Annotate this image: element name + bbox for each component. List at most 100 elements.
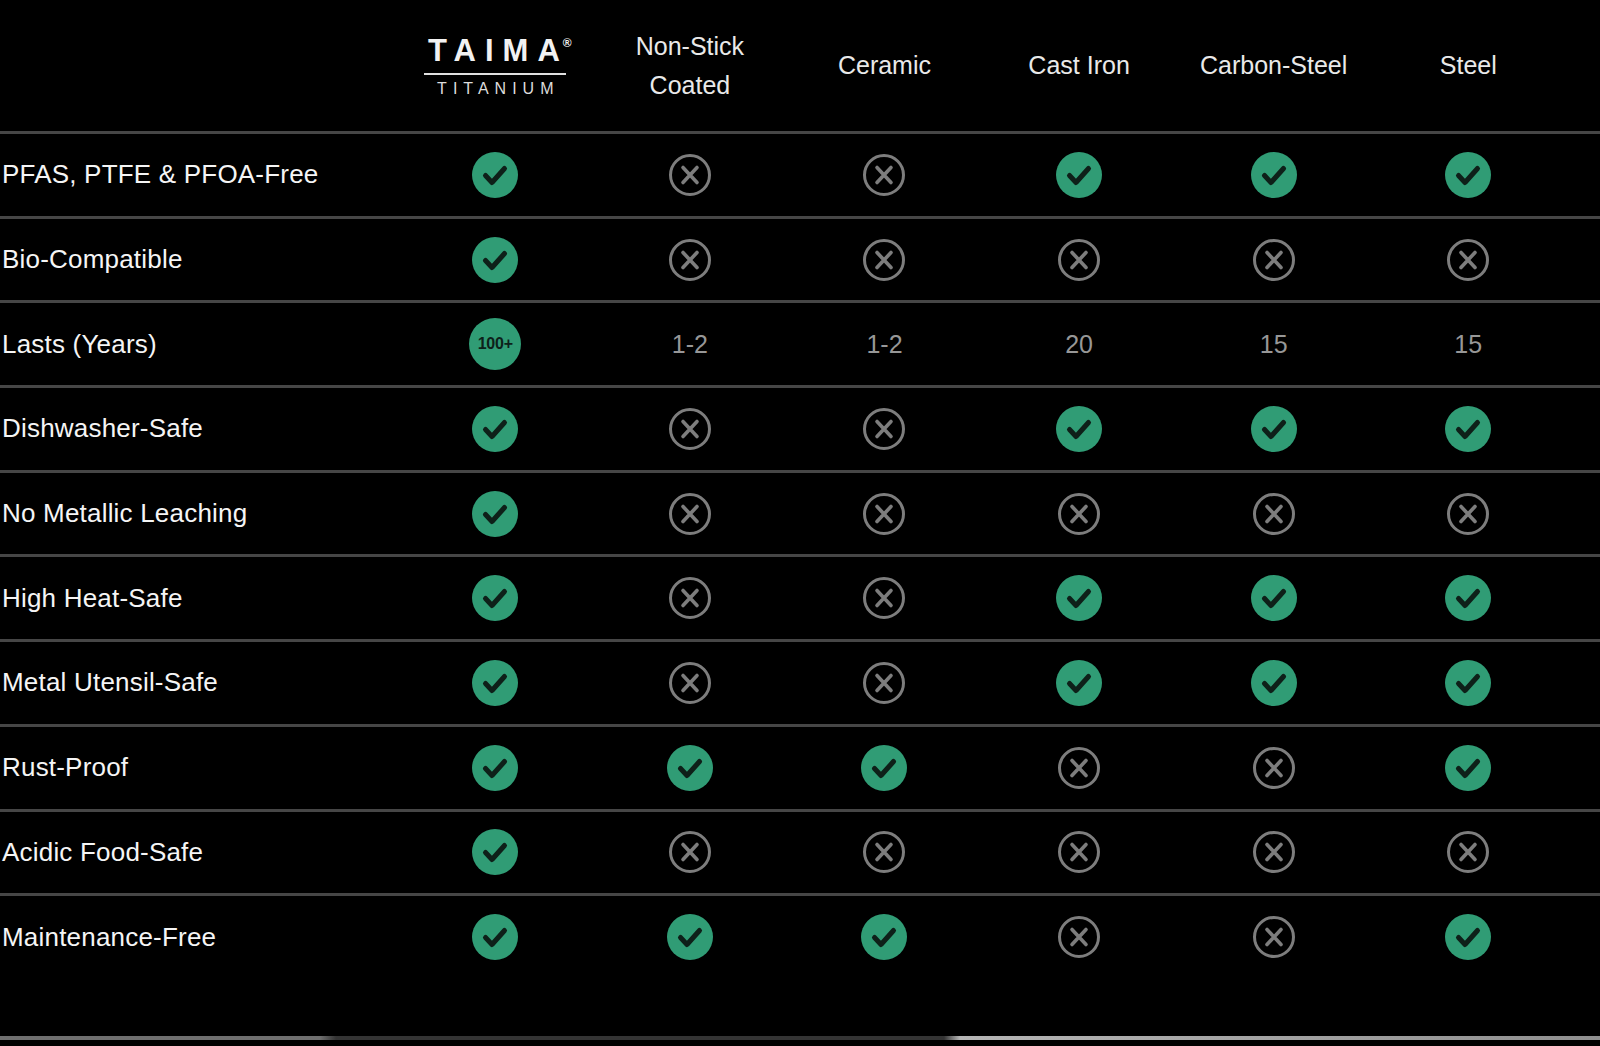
column-header: Non-Stick Coated [607, 27, 772, 105]
check-cell [1176, 575, 1371, 621]
check-cell [398, 406, 593, 452]
cross-cell [1176, 492, 1371, 536]
brand-subtitle: TITANIUM [437, 80, 559, 98]
lifespan-cell: 20 [982, 330, 1177, 359]
lifespan-value: 1-2 [866, 330, 902, 359]
check-cell [1371, 660, 1566, 706]
lifespan-value: 15 [1454, 330, 1482, 359]
cross-icon [862, 830, 906, 874]
check-icon [1445, 406, 1491, 452]
lifespan-value: 20 [1065, 330, 1093, 359]
cross-cell [1371, 492, 1566, 536]
check-cell [398, 745, 593, 791]
cross-cell [593, 830, 788, 874]
lifespan-cell: 15 [1176, 330, 1371, 359]
check-cell [787, 745, 982, 791]
cross-cell [787, 153, 982, 197]
check-icon [472, 406, 518, 452]
cross-icon [1057, 915, 1101, 959]
table-row: PFAS, PTFE & PFOA-Free [0, 131, 1600, 216]
cross-cell [593, 576, 788, 620]
bottom-spacer [0, 978, 1600, 1036]
cross-icon [1252, 915, 1296, 959]
row-label: No Metallic Leaching [0, 498, 398, 529]
cross-icon [1057, 746, 1101, 790]
check-cell [1176, 406, 1371, 452]
check-icon [667, 745, 713, 791]
lifespan-cell: 15 [1371, 330, 1566, 359]
cross-cell [1176, 238, 1371, 282]
row-label: Acidic Food-Safe [0, 837, 398, 868]
row-label: Rust-Proof [0, 752, 398, 783]
lifespan-cell: 100+ [398, 318, 593, 370]
brand-header-cell: TAIMA® TITANIUM [398, 33, 593, 98]
check-icon [472, 829, 518, 875]
column-header: Cast Iron [1028, 46, 1129, 85]
check-cell [398, 914, 593, 960]
cross-cell [787, 407, 982, 451]
row-label: Metal Utensil-Safe [0, 667, 398, 698]
check-icon [1056, 575, 1102, 621]
check-cell [398, 491, 593, 537]
comparison-table: TAIMA® TITANIUM Non-Stick Coated Ceramic C… [0, 0, 1600, 1040]
cross-icon [668, 153, 712, 197]
cross-icon [1252, 492, 1296, 536]
cross-icon [862, 407, 906, 451]
cross-icon [1057, 492, 1101, 536]
registered-trademark-symbol: ® [563, 36, 572, 50]
cross-cell [593, 153, 788, 197]
cross-cell [1371, 238, 1566, 282]
check-cell [398, 829, 593, 875]
cross-cell [593, 407, 788, 451]
column-header: Ceramic [838, 46, 931, 85]
table-row: Bio-Compatible [0, 216, 1600, 301]
cross-icon [862, 661, 906, 705]
table-row: Metal Utensil-Safe [0, 639, 1600, 724]
row-label: Bio-Compatible [0, 244, 398, 275]
cross-cell [982, 746, 1177, 790]
cross-cell [982, 492, 1177, 536]
table-row: Lasts (Years)100+1-21-2201515 [0, 300, 1600, 385]
check-icon [472, 914, 518, 960]
check-cell [593, 914, 788, 960]
check-cell [1371, 914, 1566, 960]
check-icon [1445, 660, 1491, 706]
check-icon [1445, 152, 1491, 198]
cross-icon [668, 576, 712, 620]
check-cell [982, 406, 1177, 452]
table-row: Acidic Food-Safe [0, 809, 1600, 894]
table-row: High Heat-Safe [0, 554, 1600, 639]
cross-cell [982, 830, 1177, 874]
check-cell [982, 152, 1177, 198]
lifespan-badge: 100+ [469, 318, 521, 370]
check-cell [982, 575, 1177, 621]
taima-logo: TAIMA® TITANIUM [424, 33, 566, 98]
check-icon [1056, 660, 1102, 706]
check-cell [398, 660, 593, 706]
row-label: High Heat-Safe [0, 583, 398, 614]
check-icon [472, 237, 518, 283]
check-icon [1445, 914, 1491, 960]
check-icon [1251, 406, 1297, 452]
cross-cell [787, 576, 982, 620]
cross-cell [787, 661, 982, 705]
check-icon [472, 660, 518, 706]
cross-cell [1371, 830, 1566, 874]
brand-name: TAIMA® [428, 33, 572, 69]
check-icon [472, 152, 518, 198]
check-cell [982, 660, 1177, 706]
cross-cell [593, 492, 788, 536]
cross-icon [862, 576, 906, 620]
row-label: PFAS, PTFE & PFOA-Free [0, 159, 398, 190]
cross-icon [668, 407, 712, 451]
column-header: Carbon-Steel [1200, 46, 1347, 85]
check-icon [472, 745, 518, 791]
cross-cell [982, 915, 1177, 959]
bottom-divider [0, 1036, 1600, 1040]
cross-icon [1057, 238, 1101, 282]
cross-icon [1057, 830, 1101, 874]
column-header: Steel [1440, 46, 1497, 85]
check-icon [472, 491, 518, 537]
check-cell [787, 914, 982, 960]
check-cell [1176, 152, 1371, 198]
